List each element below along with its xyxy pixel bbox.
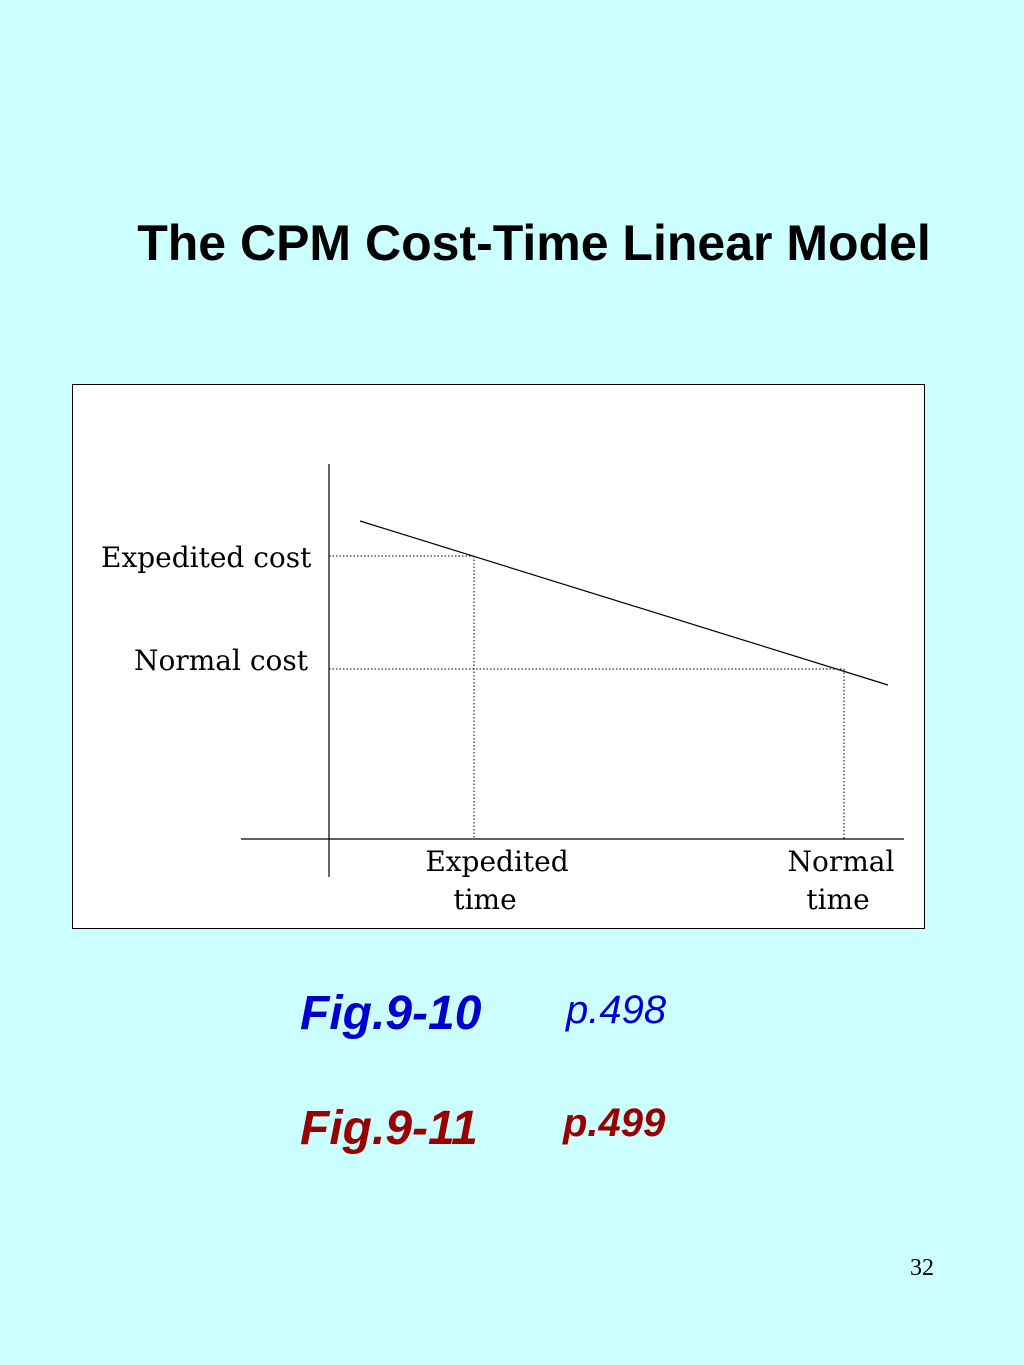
- normal-time-label-line2: time: [806, 883, 869, 916]
- expedited-time-label-line2: time: [453, 883, 516, 916]
- expedited-cost-label: Expedited cost: [101, 541, 312, 574]
- fig-9-10-page: p.498: [566, 988, 667, 1032]
- slide-number: 32: [910, 1255, 934, 1281]
- cost-time-diagram: Expedited cost Normal cost Expedited tim…: [72, 384, 925, 929]
- expedited-time-label-line1: Expedited: [425, 845, 568, 878]
- fig-9-11-label: Fig.9-11: [300, 1102, 478, 1155]
- fig-9-10-label: Fig.9-10: [300, 987, 482, 1040]
- normal-cost-label: Normal cost: [134, 644, 309, 677]
- cost-time-diagram-svg: Expedited cost Normal cost Expedited tim…: [101, 464, 904, 916]
- slide-title: The CPM Cost-Time Linear Model: [137, 215, 931, 271]
- normal-time-label-line1: Normal: [788, 845, 895, 878]
- fig-9-11-page: p.499: [563, 1101, 666, 1145]
- cost-time-line: [359, 520, 889, 686]
